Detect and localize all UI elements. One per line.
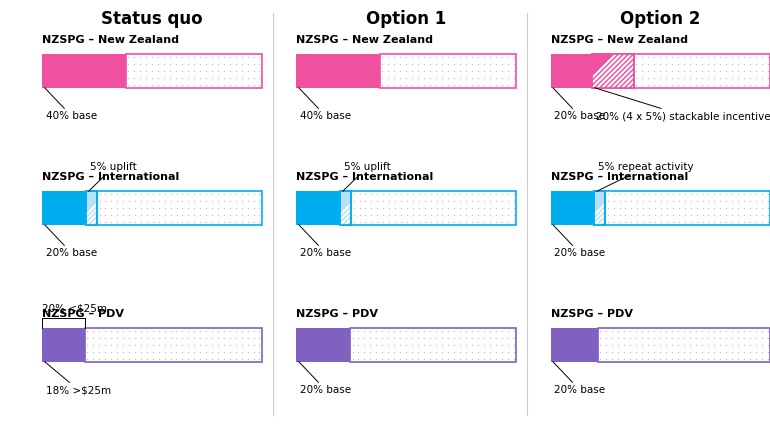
Text: NZSPG – International: NZSPG – International [42, 172, 179, 182]
Bar [592, 54, 634, 88]
Text: NZSPG – PDV: NZSPG – PDV [551, 309, 632, 319]
Bar [350, 328, 516, 362]
Bar [351, 191, 516, 225]
Text: 20% base: 20% base [553, 225, 605, 258]
Bar [551, 328, 598, 362]
Text: 20% base: 20% base [299, 225, 351, 258]
Text: 20% base: 20% base [553, 88, 605, 121]
Text: 5% repeat activity: 5% repeat activity [597, 162, 694, 191]
Bar [126, 54, 262, 88]
Text: 20% <$25m: 20% <$25m [42, 303, 107, 313]
Text: NZSPG – New Zealand: NZSPG – New Zealand [42, 35, 179, 45]
Text: 5% uplift: 5% uplift [89, 162, 137, 191]
Bar [296, 328, 350, 362]
Bar [340, 191, 351, 225]
Text: NZSPG – International: NZSPG – International [296, 172, 434, 182]
Text: NZSPG – PDV: NZSPG – PDV [296, 309, 378, 319]
Text: 40% base: 40% base [45, 88, 97, 121]
Text: NZSPG – PDV: NZSPG – PDV [42, 309, 124, 319]
Text: Status quo: Status quo [102, 10, 203, 28]
Bar [42, 328, 85, 362]
Bar [296, 191, 340, 225]
Bar [551, 54, 592, 88]
Bar [350, 328, 516, 362]
Bar [86, 191, 97, 225]
Bar [340, 191, 351, 225]
Bar [592, 54, 634, 88]
Text: 20% (4 x 5%) stackable incentives: 20% (4 x 5%) stackable incentives [594, 88, 770, 121]
Text: NZSPG – International: NZSPG – International [551, 172, 688, 182]
Bar [605, 191, 770, 225]
Bar [296, 54, 380, 88]
Text: 5% uplift: 5% uplift [343, 162, 391, 191]
Text: 40% base: 40% base [299, 88, 351, 121]
Bar [126, 54, 262, 88]
Text: NZSPG – New Zealand: NZSPG – New Zealand [296, 35, 434, 45]
Bar [594, 191, 605, 225]
Bar [551, 191, 594, 225]
Bar [380, 54, 516, 88]
Bar [634, 54, 770, 88]
Bar [380, 54, 516, 88]
Text: 18% >$25m: 18% >$25m [45, 362, 112, 395]
Bar [42, 54, 126, 88]
Text: Option 1: Option 1 [366, 10, 447, 28]
Bar [594, 191, 605, 225]
Bar [97, 191, 262, 225]
Bar [85, 328, 262, 362]
Bar [351, 191, 516, 225]
Text: 20% base: 20% base [299, 362, 351, 395]
Text: 20% base: 20% base [553, 362, 605, 395]
Bar [85, 328, 262, 362]
Text: NZSPG – New Zealand: NZSPG – New Zealand [551, 35, 688, 45]
Bar [598, 328, 770, 362]
Bar [605, 191, 770, 225]
Bar [42, 191, 86, 225]
Text: 20% base: 20% base [45, 225, 97, 258]
Bar [634, 54, 770, 88]
Text: Option 2: Option 2 [620, 10, 701, 28]
Bar [598, 328, 770, 362]
Bar [97, 191, 262, 225]
Bar [86, 191, 97, 225]
